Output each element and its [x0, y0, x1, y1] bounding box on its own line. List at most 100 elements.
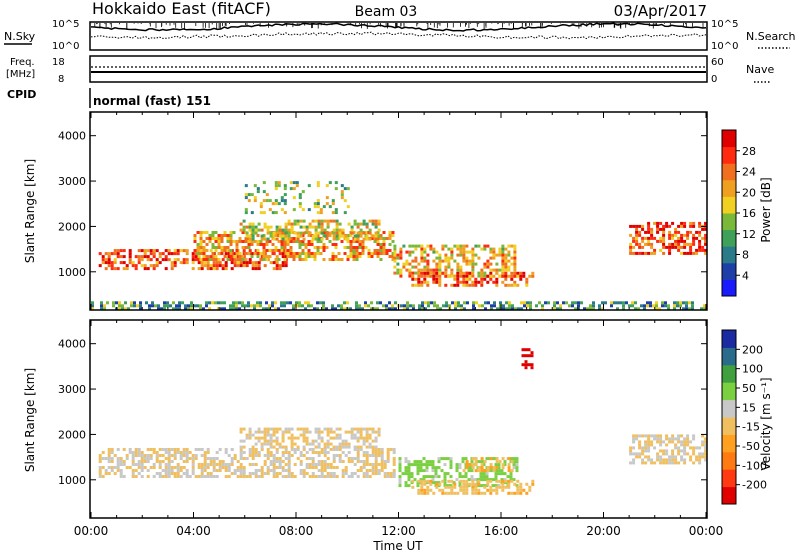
echo-cell	[281, 466, 285, 469]
echo-cell	[464, 457, 468, 461]
echo-cell	[444, 268, 448, 272]
echo-cell	[655, 304, 658, 308]
echo-cell	[431, 475, 435, 479]
echo-cell	[280, 196, 284, 200]
echo-cell	[513, 244, 517, 248]
echo-cell	[444, 265, 448, 269]
echo-cell	[322, 304, 325, 308]
echo-cell	[271, 243, 275, 246]
echo-cell	[503, 460, 507, 464]
echo-cell	[275, 255, 279, 259]
echo-cell	[167, 454, 171, 457]
echo-cell	[356, 225, 360, 229]
echo-cell	[305, 442, 309, 446]
echo-cell	[298, 243, 302, 246]
echo-cell	[280, 304, 283, 308]
echo-cell	[376, 301, 379, 305]
echo-cell	[239, 430, 243, 434]
echo-cell	[188, 475, 192, 478]
echo-cell	[310, 304, 313, 308]
echo-cell	[686, 452, 690, 456]
echo-cell	[365, 430, 369, 434]
echo-cell	[423, 268, 427, 272]
echo-cell	[275, 472, 279, 475]
echo-cell	[377, 430, 381, 434]
echo-cell	[510, 271, 514, 275]
echo-cell	[227, 454, 231, 457]
y-tick-label: 1000	[58, 474, 86, 487]
echo-cell	[170, 469, 174, 472]
echo-cell	[356, 237, 360, 241]
echo-cell	[396, 262, 400, 266]
echo-cell	[152, 255, 156, 259]
echo-cell	[326, 219, 330, 223]
echo-cell	[121, 307, 124, 311]
echo-cell	[519, 485, 523, 489]
echo-cell	[272, 469, 276, 472]
echo-cell	[393, 259, 397, 263]
echo-cell	[338, 442, 342, 446]
echo-cell	[254, 249, 258, 253]
echo-cell	[236, 475, 240, 478]
echo-cell	[311, 442, 315, 446]
echo-cell	[365, 463, 369, 466]
echo-cell	[98, 466, 102, 469]
echo-cell	[238, 307, 241, 311]
echo-cell	[423, 265, 427, 269]
echo-cell	[281, 460, 285, 463]
echo-cell	[313, 252, 317, 255]
echo-cell	[692, 224, 696, 228]
echo-cell	[647, 455, 651, 459]
echo-cell	[332, 475, 336, 478]
echo-cell	[398, 484, 402, 488]
echo-cell	[307, 301, 310, 305]
echo-cell	[691, 304, 694, 308]
echo-cell	[492, 488, 496, 492]
echo-cell	[463, 307, 466, 311]
echo-cell	[178, 304, 181, 308]
echo-cell	[310, 243, 314, 246]
echo-cell	[516, 271, 520, 275]
echo-cell	[468, 482, 472, 486]
echo-cell	[295, 181, 299, 185]
echo-cell	[544, 301, 547, 305]
echo-cell	[419, 466, 423, 470]
echo-cell	[512, 460, 516, 464]
echo-cell	[140, 258, 144, 262]
echo-cell	[443, 478, 447, 482]
echo-cell	[149, 448, 153, 451]
echo-cell	[686, 242, 690, 246]
echo-cell	[429, 244, 433, 248]
echo-cell	[239, 472, 243, 475]
echo-cell	[197, 475, 201, 478]
echo-cell	[701, 443, 705, 447]
echo-cell	[374, 466, 378, 469]
echo-cell	[355, 258, 359, 261]
echo-cell	[374, 225, 378, 229]
echo-cell	[152, 264, 156, 268]
echo-cell	[344, 454, 348, 457]
echo-cell	[459, 280, 463, 284]
echo-cell	[441, 259, 445, 263]
echo-cell	[411, 271, 415, 275]
echo-cell	[284, 451, 288, 454]
echo-cell	[260, 255, 264, 259]
echo-cell	[683, 224, 687, 228]
echo-cell	[173, 472, 177, 475]
time-axis-title: Time UT	[372, 539, 423, 553]
echo-cell	[263, 433, 267, 437]
echo-cell	[278, 457, 282, 460]
echo-cell	[674, 227, 678, 231]
echo-cell	[437, 466, 441, 470]
echo-cell	[256, 252, 260, 255]
echo-cell	[447, 274, 451, 278]
echo-cell	[632, 446, 636, 450]
echo-cell	[443, 475, 447, 479]
echo-cell	[331, 307, 334, 311]
echo-cell	[500, 469, 504, 473]
echo-cell	[438, 265, 442, 269]
echo-cell	[278, 460, 282, 463]
echo-cell	[263, 430, 267, 434]
echo-cell	[281, 228, 285, 232]
echo-cell	[474, 244, 478, 248]
